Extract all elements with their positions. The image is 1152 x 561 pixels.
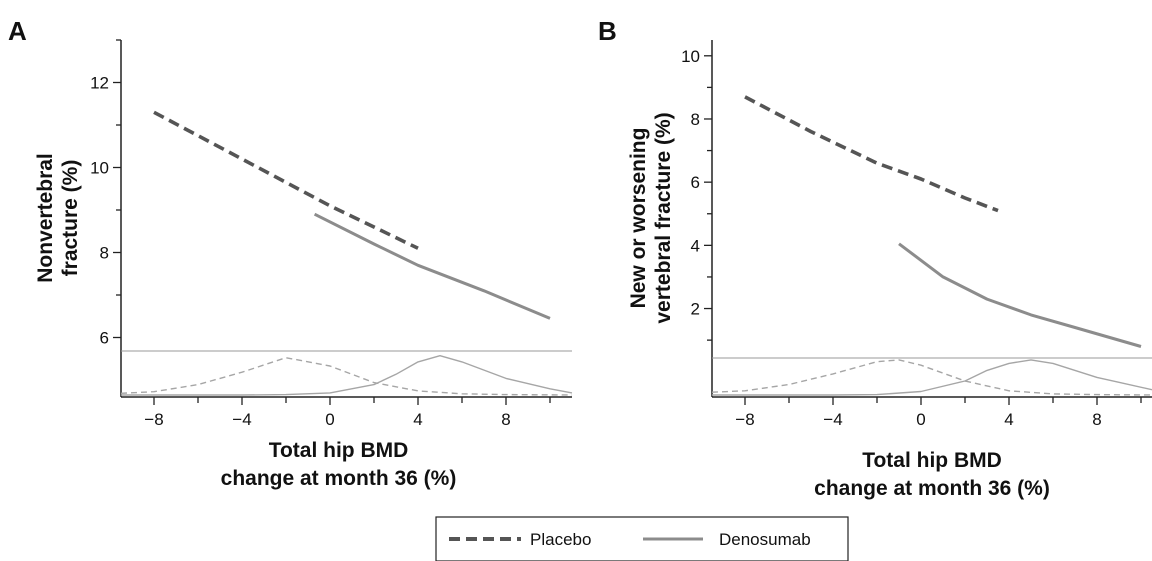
x-tick-label: −4 xyxy=(823,410,842,429)
series-line-denosumab xyxy=(898,242,1142,348)
panel-letter: A xyxy=(8,16,27,46)
density-placebo xyxy=(711,359,1152,396)
legend: Placebo Denosumab xyxy=(435,516,849,561)
y-tick-label: 10 xyxy=(681,47,700,66)
x-axis-label-line: change at month 36 (%) xyxy=(814,477,1050,500)
y-tick-label: 10 xyxy=(90,159,109,178)
x-axis-label-line: change at month 36 (%) xyxy=(221,467,457,490)
y-axis-label-line: Nonvertebral xyxy=(34,153,57,283)
y-tick-label: 12 xyxy=(90,74,109,93)
y-tick-label: 8 xyxy=(100,244,109,263)
y-axis-label-line: New or worsening xyxy=(627,128,650,309)
y-axis-label: Nonvertebralfracture (%) xyxy=(34,153,82,283)
x-tick-label: −8 xyxy=(735,410,754,429)
x-tick-label: 0 xyxy=(325,410,334,429)
legend-label-placebo: Placebo xyxy=(530,530,591,549)
panel-b: B 2 4 6 8 10 −8 −4 0 4 8 New or worseningvertebral … xyxy=(598,16,1152,500)
series-line-placebo xyxy=(153,110,419,250)
x-tick-label: 0 xyxy=(916,410,925,429)
density-denosumab xyxy=(712,359,1152,396)
x-axis-label-line: Total hip BMD xyxy=(269,439,409,462)
y-tick-label: 6 xyxy=(100,329,109,348)
series-line-placebo xyxy=(744,95,999,213)
panel-a: A 6 8 10 12 −8 −4 0 4 8 Nonvertebralfracture (%) To… xyxy=(8,16,573,490)
y-axis-label-line: fracture (%) xyxy=(59,160,82,277)
y-tick-label: 2 xyxy=(691,300,700,319)
legend-label-denosumab: Denosumab xyxy=(719,530,811,549)
y-axis-label-line: vertebral fracture (%) xyxy=(652,112,675,323)
density-placebo xyxy=(120,357,573,396)
x-tick-label: 4 xyxy=(413,410,422,429)
x-tick-label: −8 xyxy=(144,410,163,429)
y-tick-label: 4 xyxy=(691,236,700,255)
x-axis-label-line: Total hip BMD xyxy=(862,449,1002,472)
y-axis-label: New or worseningvertebral fracture (%) xyxy=(627,112,675,323)
x-tick-label: 8 xyxy=(1092,410,1101,429)
x-tick-label: −4 xyxy=(232,410,251,429)
series-line-denosumab xyxy=(313,212,551,320)
panel-letter: B xyxy=(598,16,617,46)
y-tick-label: 8 xyxy=(691,110,700,129)
x-tick-label: 8 xyxy=(501,410,510,429)
x-tick-label: 4 xyxy=(1004,410,1013,429)
density-denosumab xyxy=(121,355,573,396)
y-tick-label: 6 xyxy=(691,173,700,192)
